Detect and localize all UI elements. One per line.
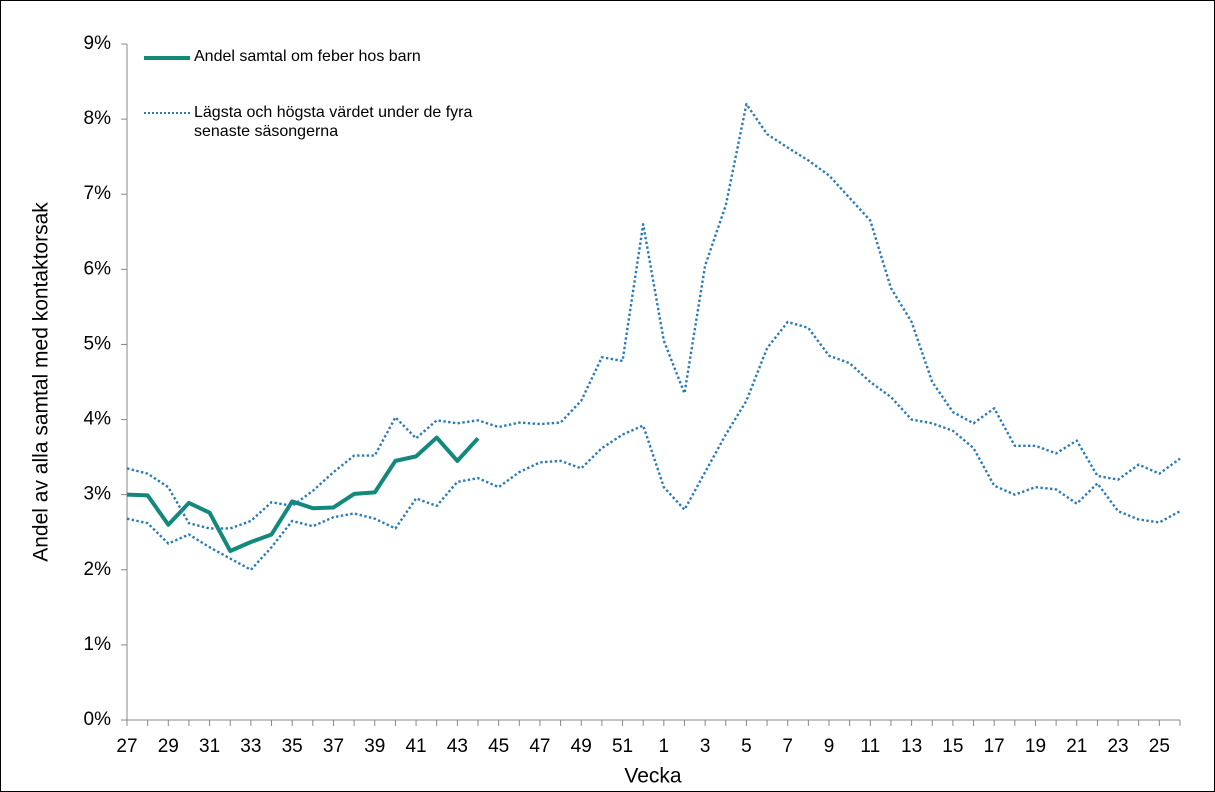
- series-line: [126, 320, 1181, 571]
- x-tick-label: 23: [1107, 736, 1128, 757]
- legend-swatch: [144, 56, 190, 60]
- y-tick-label: 4%: [84, 409, 112, 430]
- x-tick-label: 27: [116, 736, 137, 757]
- x-tick-label: 45: [488, 736, 509, 757]
- x-tick-label: 9: [824, 736, 835, 757]
- series-line: [126, 435, 480, 553]
- y-tick-label: 6%: [84, 258, 112, 279]
- x-tick-label: 21: [1066, 736, 1087, 757]
- x-tick-label: 11: [860, 736, 880, 757]
- legend-item: Andel samtal om feber hos barn: [144, 47, 514, 66]
- x-tick-label: 29: [158, 736, 179, 757]
- y-tick-label: 2%: [84, 559, 112, 580]
- series-line: [126, 102, 1181, 530]
- x-tick-label: 17: [984, 736, 1005, 757]
- x-tick-label: 49: [571, 736, 592, 757]
- x-tick-label: 25: [1149, 736, 1170, 757]
- x-tick-label: 37: [323, 736, 344, 757]
- x-tick-label: 3: [700, 736, 711, 757]
- x-tick-label: 43: [447, 736, 468, 757]
- y-axis-title: Andel av alla samtal med kontaktorsak: [30, 202, 53, 562]
- x-tick-label: 47: [529, 736, 550, 757]
- x-tick-label: 7: [782, 736, 793, 757]
- y-tick-label: 5%: [84, 333, 112, 354]
- y-tick-label: 0%: [84, 709, 112, 730]
- legend-label: Andel samtal om feber hos barn: [194, 48, 421, 65]
- x-tick-label: 41: [405, 736, 426, 757]
- y-tick-label: 9%: [84, 33, 112, 54]
- y-tick-label: 7%: [84, 183, 112, 204]
- x-tick-label: 19: [1025, 736, 1046, 757]
- x-tick-label: 5: [741, 736, 752, 757]
- x-tick-label: 33: [240, 736, 261, 757]
- x-tick-label: 13: [901, 736, 922, 757]
- x-tick-label: 39: [364, 736, 385, 757]
- x-tick-label: 1: [659, 736, 670, 757]
- x-axis-title: Vecka: [624, 765, 682, 788]
- x-tick-label: 35: [282, 736, 303, 757]
- legend-label: Lägsta och högsta värdet under de fyra s…: [194, 104, 473, 140]
- legend-item: Lägsta och högsta värdet under de fyra s…: [144, 103, 514, 141]
- x-tick-label: 51: [612, 736, 633, 757]
- y-tick-label: 1%: [84, 634, 112, 655]
- x-tick-label: 31: [199, 736, 220, 757]
- x-tick-label: 15: [942, 736, 963, 757]
- legend-swatch: [144, 112, 190, 114]
- y-tick-label: 3%: [84, 484, 112, 505]
- y-tick-label: 8%: [84, 108, 112, 129]
